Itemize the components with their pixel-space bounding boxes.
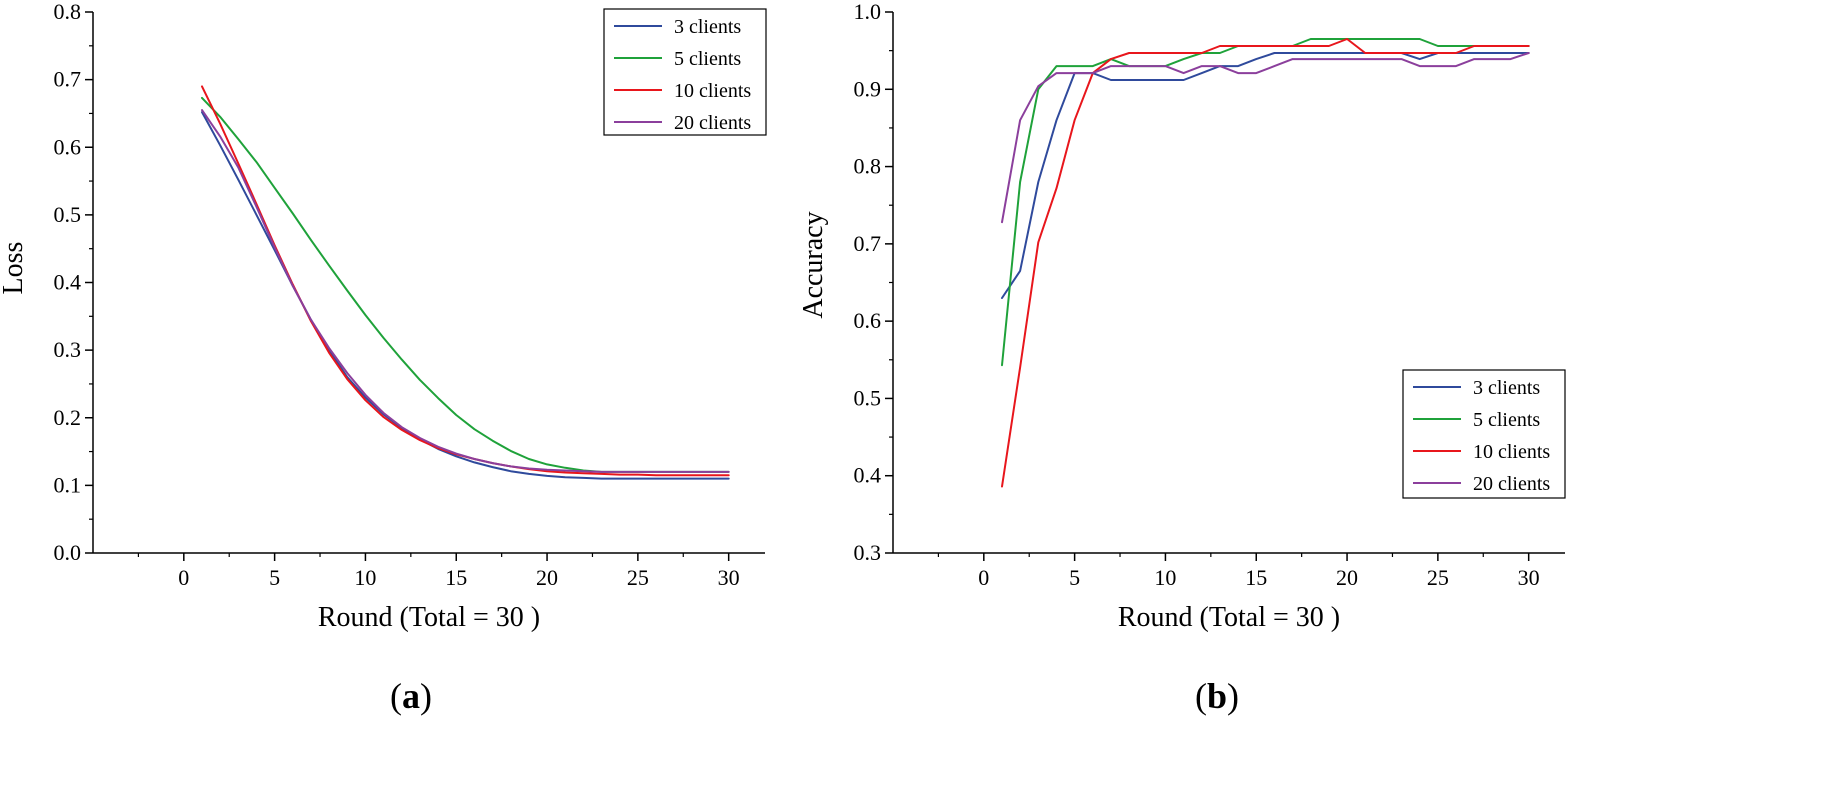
legend: 3 clients 5 clients 10 clients 20 clients (1402, 369, 1566, 499)
series-line-10-clients (1001, 38, 1530, 488)
x-tick-label: 10 (1154, 565, 1176, 590)
series-line-3-clients (1001, 52, 1530, 299)
legend-box (1402, 369, 1566, 499)
x-tick-label: 20 (536, 565, 558, 590)
series-line-10-clients (201, 85, 730, 477)
panel-label: (a) (390, 676, 432, 716)
x-tick-label: 0 (978, 565, 989, 590)
x-tick-label: 10 (354, 565, 376, 590)
legend-label-5-clients: 5 clients (1473, 409, 1540, 431)
x-axis-title: Round (Total = 30 ) (1118, 602, 1340, 633)
legend-label-3-clients: 3 clients (1473, 377, 1540, 399)
y-tick-label: 0.3 (54, 337, 82, 362)
x-tick-label: 20 (1336, 565, 1358, 590)
y-tick-label: 0.6 (854, 308, 882, 333)
y-tick-label: 0.4 (854, 463, 882, 488)
x-tick-label: 0 (178, 565, 189, 590)
x-axis-title: Round (Total = 30 ) (318, 602, 540, 633)
accuracy-chart-panel: 0 5 10 15 20 25 30 0.3 0.4 0.5 0.6 0.7 0.8 0.9 1.0 Roun… (798, 0, 1566, 716)
y-tick-label: 0.5 (854, 385, 882, 410)
loss-chart-panel: 0 5 10 15 20 25 30 0.0 0.1 0.2 0.3 0.4 0.5 0.6 0.7 0.8 R… (0, 0, 767, 716)
x-tick-label: 15 (1245, 565, 1267, 590)
x-tick-label: 5 (1069, 565, 1080, 590)
y-axis-title: Loss (0, 242, 29, 295)
x-tick-label: 25 (627, 565, 649, 590)
y-tick-label: 0.9 (854, 76, 882, 101)
panel-label: (b) (1195, 676, 1239, 716)
x-tick-label: 30 (1518, 565, 1540, 590)
series-line-3-clients (201, 111, 730, 480)
legend: 3 clients 5 clients 10 clients 20 clients (603, 8, 767, 136)
y-tick-label: 0.6 (54, 134, 82, 159)
y-tick-label: 1.0 (854, 0, 882, 24)
y-tick-label: 0.7 (854, 231, 882, 256)
legend-label-20-clients: 20 clients (674, 112, 751, 134)
y-tick-label: 0.8 (854, 154, 882, 179)
y-axis-title: Accuracy (798, 211, 829, 318)
y-tick-label: 0.8 (54, 0, 82, 24)
legend-label-20-clients: 20 clients (1473, 473, 1550, 495)
series-line-5-clients (201, 96, 730, 473)
y-tick-label: 0.5 (54, 202, 82, 227)
legend-label-10-clients: 10 clients (674, 80, 751, 102)
x-tick-label: 30 (718, 565, 740, 590)
y-tick-label: 0.0 (54, 540, 82, 565)
y-tick-label: 0.1 (54, 472, 82, 497)
x-tick-label: 25 (1427, 565, 1449, 590)
legend-label-10-clients: 10 clients (1473, 441, 1550, 463)
x-tick-label: 5 (269, 565, 280, 590)
y-tick-label: 0.3 (854, 540, 882, 565)
y-tick-label: 0.7 (54, 67, 82, 92)
legend-label-5-clients: 5 clients (674, 48, 741, 70)
y-tick-label: 0.4 (54, 270, 82, 295)
x-tick-label: 15 (445, 565, 467, 590)
y-tick-label: 0.2 (54, 405, 82, 430)
series-line-20-clients (201, 109, 730, 473)
legend-box (603, 8, 767, 136)
series-line-20-clients (1001, 52, 1530, 224)
series-line-5-clients (1001, 38, 1530, 367)
legend-label-3-clients: 3 clients (674, 16, 741, 38)
